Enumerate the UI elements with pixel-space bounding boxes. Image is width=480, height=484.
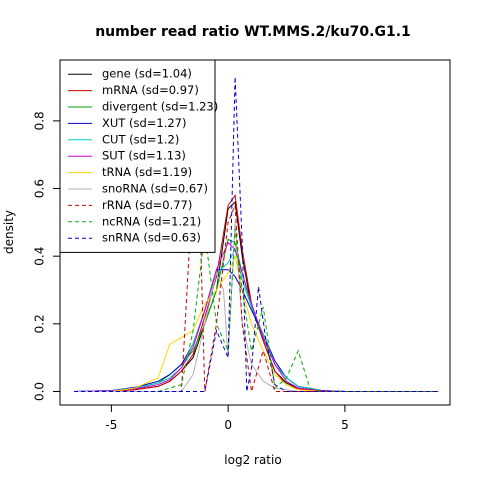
- series-line-6: [74, 254, 439, 392]
- y-tick-label: 0.6: [33, 179, 47, 198]
- y-tick-label: 0.4: [33, 247, 47, 266]
- legend-label: XUT (sd=1.27): [102, 116, 186, 130]
- y-tick-label: 0.8: [33, 111, 47, 130]
- legend-label: CUT (sd=1.2): [102, 132, 179, 146]
- series-line-7: [74, 222, 439, 392]
- legend-label: gene (sd=1.04): [102, 67, 192, 81]
- legend-label: snRNA (sd=0.63): [102, 231, 201, 245]
- legend-label: mRNA (sd=0.97): [102, 83, 199, 97]
- series-line-5: [73, 241, 439, 392]
- chart-title: number read ratio WT.MMS.2/ku70.G1.1: [95, 24, 411, 40]
- y-tick-label: 0.0: [33, 382, 47, 401]
- x-tick-label: 0: [224, 418, 232, 432]
- legend-box: [59, 59, 216, 253]
- legend-label: SUT (sd=1.13): [102, 149, 186, 163]
- x-tick-label: 5: [341, 418, 349, 432]
- legend: gene (sd=1.04) mRNA (sd=0.97) divergent (s…: [59, 59, 218, 253]
- legend-label: ncRNA (sd=1.21): [102, 214, 201, 228]
- legend-label: tRNA (sd=1.19): [102, 165, 192, 179]
- legend-label: snoRNA (sd=0.67): [102, 182, 208, 196]
- y-axis-title: density: [2, 210, 16, 254]
- legend-label: divergent (sd=1.23): [102, 100, 218, 114]
- series-line-10: [74, 76, 439, 392]
- series-line-4: [73, 247, 439, 392]
- legend-label: rRNA (sd=0.77): [102, 198, 192, 212]
- y-tick-label: 0.2: [33, 314, 47, 333]
- series-line-9: [74, 229, 439, 392]
- x-axis-title: log2 ratio: [224, 453, 281, 467]
- x-tick-label: -5: [105, 418, 117, 432]
